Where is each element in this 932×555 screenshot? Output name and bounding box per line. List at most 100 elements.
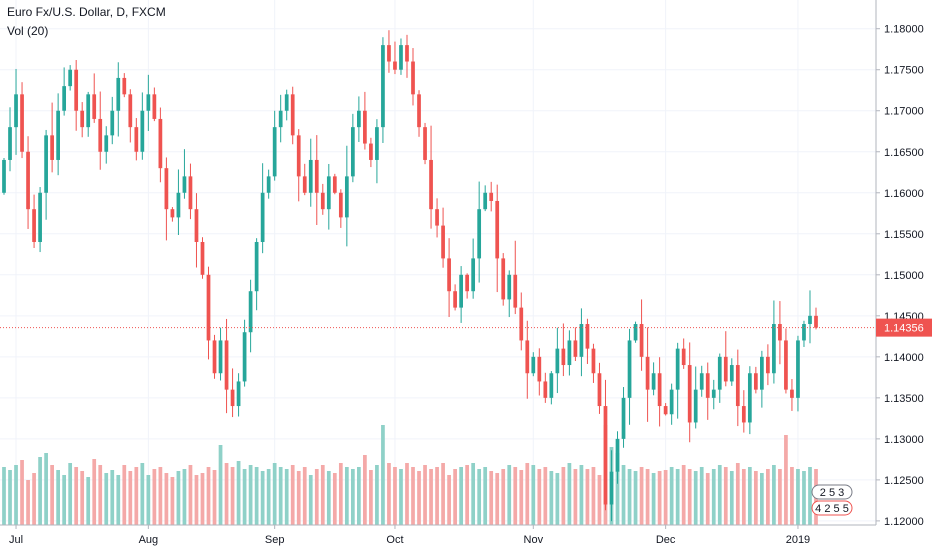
- candle-body: [8, 127, 12, 160]
- volume-bar: [489, 471, 494, 525]
- volume-bar: [381, 425, 385, 525]
- volume-bar: [80, 471, 85, 525]
- x-tick-label: 2019: [786, 534, 810, 546]
- price-axis[interactable]: 1.120001.125001.130001.135001.140001.145…: [876, 24, 932, 528]
- volume-bar: [567, 463, 572, 525]
- volume-bar: [128, 471, 133, 525]
- y-tick-label: 1.12500: [884, 475, 924, 487]
- volume-bar: [723, 467, 728, 525]
- volume-bar: [104, 473, 109, 525]
- candle-body: [98, 118, 103, 152]
- y-tick-label: 1.16500: [884, 147, 924, 159]
- candle-body: [302, 176, 307, 193]
- candle-body: [591, 348, 596, 374]
- candle-body: [212, 340, 217, 374]
- volume-bar: [62, 475, 67, 525]
- grid-layer: [0, 0, 876, 525]
- volume-bar: [26, 480, 30, 525]
- candle-body: [146, 94, 151, 111]
- chart-legend-title: Euro Fx/U.S. Dollar, D, FXCM: [7, 5, 166, 19]
- candle-body: [2, 159, 6, 193]
- candle-body: [802, 324, 806, 341]
- candle-body: [579, 324, 584, 357]
- candle-body: [723, 356, 728, 382]
- y-tick-label: 1.13500: [884, 393, 924, 405]
- candle-body: [784, 340, 788, 390]
- candle-body: [772, 324, 776, 374]
- last-price-label: 1.14356: [884, 323, 924, 335]
- candle-body: [597, 373, 602, 407]
- candle-body: [50, 135, 54, 160]
- volume-bar: [344, 467, 349, 525]
- volume-bar: [350, 469, 355, 525]
- volume-bar: [224, 463, 229, 525]
- volume-bar: [537, 469, 542, 525]
- volume-bar: [808, 467, 812, 525]
- candle-body: [14, 94, 18, 128]
- candle-body: [633, 324, 638, 341]
- volume-bar: [2, 467, 6, 525]
- volume-bar: [639, 467, 644, 525]
- volume-bar: [411, 467, 415, 525]
- volume-bar: [399, 469, 403, 525]
- volume-bar: [363, 455, 367, 525]
- volume-bar: [110, 470, 115, 525]
- volume-bar: [651, 473, 656, 525]
- volume-bar: [549, 471, 554, 525]
- candle-body: [411, 61, 415, 95]
- time-axis[interactable]: Jul Aug Sep Oct Nov Dec 2019: [9, 525, 810, 546]
- volume-bar: [531, 465, 536, 525]
- candle-body: [687, 365, 692, 423]
- candle-body: [38, 192, 42, 242]
- y-tick-label: 1.17000: [884, 106, 924, 118]
- candle-body: [489, 192, 494, 201]
- candle-body: [741, 406, 746, 423]
- volume-bar: [778, 469, 782, 525]
- candle-body: [681, 348, 686, 366]
- candle-body: [266, 176, 271, 193]
- candle-body: [435, 209, 439, 226]
- candle-body: [639, 324, 644, 357]
- candle-body: [44, 135, 48, 193]
- volume-bar: [459, 467, 463, 525]
- volume-bar: [585, 469, 590, 525]
- candle-body: [381, 45, 385, 128]
- volume-bar: [242, 469, 247, 525]
- candle-body: [585, 324, 590, 349]
- volume-bar: [507, 465, 512, 525]
- volume-bar: [615, 453, 620, 525]
- candle-body: [272, 127, 277, 177]
- candle-body: [405, 45, 409, 62]
- candle-body: [627, 340, 632, 398]
- volume-bar: [393, 467, 397, 525]
- candle-body: [693, 389, 698, 423]
- candle-body: [248, 291, 253, 333]
- candle-body: [122, 77, 127, 95]
- volume-bar: [236, 461, 241, 525]
- volume-bar: [784, 435, 788, 525]
- candle-body: [218, 340, 223, 374]
- volume-bar: [369, 470, 373, 525]
- candle-body: [790, 389, 794, 398]
- candle-body: [531, 356, 536, 374]
- candle-body: [501, 258, 506, 300]
- volume-bar: [453, 469, 457, 525]
- volume-legend-label: Vol (20): [7, 24, 49, 38]
- candle-body: [236, 381, 241, 407]
- volume-bar: [772, 465, 776, 525]
- candle-body: [393, 61, 397, 70]
- volume-bar: [627, 469, 632, 525]
- candle-body: [152, 94, 157, 119]
- volume-bar: [561, 467, 566, 525]
- candle-body: [200, 241, 205, 275]
- candle-body: [387, 45, 391, 62]
- candle-body: [170, 209, 175, 218]
- candle-body: [375, 127, 379, 160]
- volume-bar: [68, 463, 73, 525]
- volume-layer: [2, 425, 818, 525]
- volume-bar: [134, 467, 139, 525]
- volume-bar: [8, 470, 12, 525]
- candle-body: [609, 471, 614, 505]
